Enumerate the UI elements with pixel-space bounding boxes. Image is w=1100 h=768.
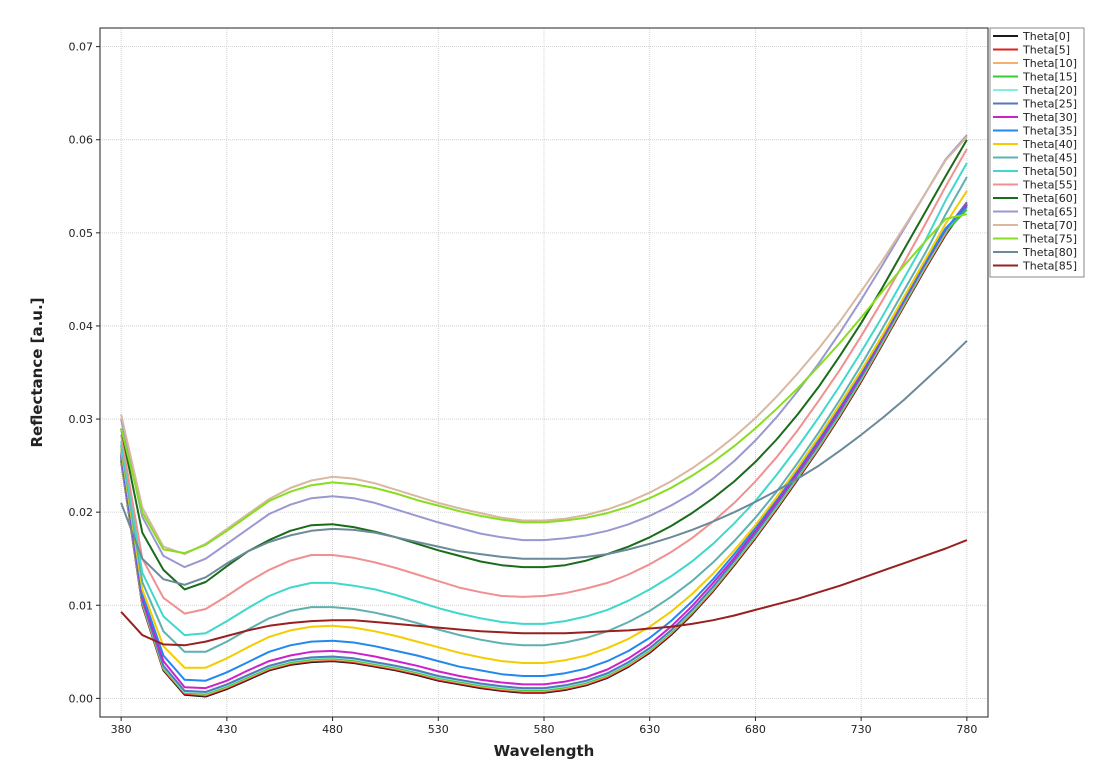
series-line-theta-17: [120, 539, 968, 647]
legend-label: Theta[20]: [1022, 84, 1077, 97]
y-tick-label: 0.04: [69, 320, 94, 333]
series-line-theta-6: [120, 204, 968, 690]
series-line-theta-8: [120, 190, 968, 669]
x-tick-label: 730: [851, 723, 872, 736]
x-tick-label: 680: [745, 723, 766, 736]
y-tick-label: 0.03: [69, 413, 94, 426]
legend-label: Theta[40]: [1022, 138, 1077, 151]
y-tick-label: 0.00: [69, 692, 94, 705]
x-tick-label: 430: [216, 723, 237, 736]
legend-label: Theta[65]: [1022, 206, 1077, 219]
legend-label: Theta[30]: [1022, 111, 1077, 124]
x-tick-label: 380: [111, 723, 132, 736]
legend-label: Theta[35]: [1022, 125, 1077, 138]
y-axis-title: Reflectance [a.u.]: [28, 297, 46, 447]
legend-label: Theta[70]: [1022, 219, 1077, 232]
x-tick-label: 780: [956, 723, 977, 736]
series-line-theta-11: [120, 148, 968, 615]
legend-label: Theta[5]: [1022, 44, 1070, 57]
series-line-theta-7: [120, 206, 968, 682]
y-tick-label: 0.01: [69, 599, 94, 612]
legend-label: Theta[25]: [1022, 98, 1077, 111]
x-ticks: 380 430 480 530 580 630 680 730 780: [111, 717, 977, 736]
legend-label: Theta[50]: [1022, 165, 1077, 178]
series-line-theta-16: [120, 340, 968, 586]
series-line-theta-14: [120, 136, 968, 556]
x-tick-label: 630: [639, 723, 660, 736]
legend-label: Theta[75]: [1022, 233, 1077, 246]
x-tick-label: 580: [534, 723, 555, 736]
legend-label: Theta[0]: [1022, 30, 1070, 43]
series-line-theta-13: [120, 134, 968, 569]
y-tick-label: 0.06: [69, 134, 94, 147]
legend-label: Theta[85]: [1022, 260, 1077, 273]
y-ticks: 0.00 0.01 0.02 0.03 0.04 0.05 0.06 0.07: [69, 41, 100, 705]
series-line-theta-9: [120, 176, 968, 653]
series-line-theta-10: [120, 162, 968, 637]
y-tick-label: 0.02: [69, 506, 94, 519]
grid: [100, 28, 988, 717]
legend-label: Theta[10]: [1022, 57, 1077, 70]
series-line-theta-4: [120, 201, 968, 694]
x-tick-label: 480: [322, 723, 343, 736]
series-line-theta-15: [120, 213, 968, 555]
x-tick-label: 530: [428, 723, 449, 736]
legend-label: Theta[45]: [1022, 152, 1077, 165]
series-line-theta-5: [120, 201, 968, 693]
legend-label: Theta[15]: [1022, 71, 1077, 84]
legend-label: Theta[55]: [1022, 179, 1077, 192]
legend: Theta[0]Theta[5]Theta[10]Theta[15]Theta[…: [989, 27, 1085, 278]
legend-label: Theta[80]: [1022, 246, 1077, 259]
x-axis-title: Wavelength: [494, 742, 595, 760]
series-lines: [120, 134, 968, 698]
legend-label: Theta[60]: [1022, 192, 1077, 205]
y-tick-label: 0.07: [69, 41, 94, 54]
series-line-theta-12: [120, 139, 968, 591]
y-tick-label: 0.05: [69, 227, 94, 240]
legend-box: [989, 27, 1085, 278]
